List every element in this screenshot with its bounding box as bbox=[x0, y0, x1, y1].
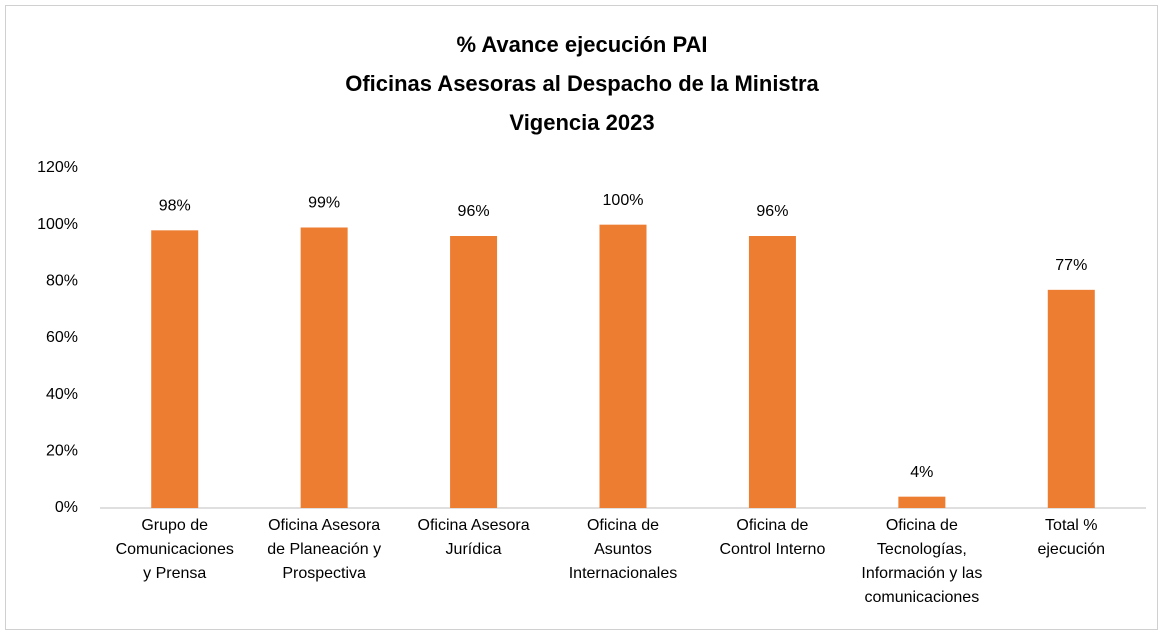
bar bbox=[300, 227, 348, 508]
chart-title: Oficinas Asesoras al Despacho de la Mini… bbox=[345, 71, 819, 96]
chart-title: % Avance ejecución PAI bbox=[456, 32, 707, 57]
data-label: 100% bbox=[603, 192, 644, 209]
data-label: 4% bbox=[910, 464, 933, 481]
bar bbox=[898, 496, 946, 508]
x-tick-label: Oficina Asesora de Planeación y Prospect… bbox=[267, 517, 382, 582]
data-label: 77% bbox=[1055, 257, 1087, 274]
x-tick-label: Total % ejecución bbox=[1037, 517, 1106, 558]
bar bbox=[599, 224, 647, 508]
bar bbox=[151, 230, 199, 509]
x-tick-label: Grupo de Comunicaciones y Prensa bbox=[115, 517, 234, 582]
y-tick-label: 0% bbox=[55, 499, 78, 516]
y-tick-label: 20% bbox=[46, 443, 78, 460]
bar bbox=[748, 236, 796, 508]
chart-title: Vigencia 2023 bbox=[509, 110, 654, 135]
x-tick-label: Oficina de Tecnologías, Información y la… bbox=[861, 517, 983, 606]
x-tick-label: Oficina de Control Interno bbox=[719, 517, 826, 558]
bar bbox=[450, 236, 498, 508]
y-tick-label: 100% bbox=[37, 216, 78, 233]
y-tick-label: 40% bbox=[46, 386, 78, 403]
data-label: 99% bbox=[308, 195, 340, 212]
x-tick-label: Oficina de Asuntos Internacionales bbox=[568, 517, 678, 582]
y-tick-label: 60% bbox=[46, 329, 78, 346]
y-tick-label: 120% bbox=[37, 159, 78, 176]
data-label: 96% bbox=[458, 203, 490, 220]
bar bbox=[1047, 289, 1095, 508]
x-tick-label: Oficina Asesora Jurídica bbox=[417, 517, 530, 558]
data-label: 98% bbox=[159, 198, 191, 215]
data-label: 96% bbox=[756, 203, 788, 220]
y-tick-label: 80% bbox=[46, 273, 78, 290]
